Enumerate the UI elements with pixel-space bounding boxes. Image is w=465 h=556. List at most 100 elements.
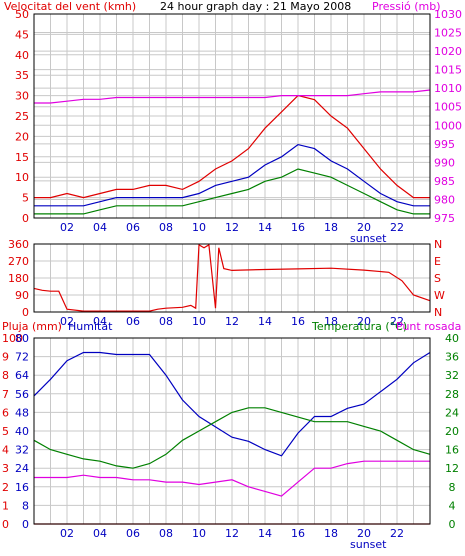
- x-tick-label: 20: [357, 527, 371, 540]
- left-tick-label: 30: [15, 90, 29, 103]
- x-tick-label: 04: [93, 527, 107, 540]
- rain-tick-label: 7: [2, 388, 9, 401]
- x-tick-label: 02: [60, 315, 74, 328]
- humidity-tick-label: 40: [15, 425, 29, 438]
- rain-tick-label: 8: [2, 369, 9, 382]
- right-tick-label: 995: [434, 138, 455, 151]
- left-tick-label: 25: [15, 110, 29, 123]
- left-tick-label: 0: [22, 212, 29, 225]
- x-tick-label: 12: [225, 221, 239, 234]
- x-tick-label: 20: [357, 315, 371, 328]
- humidity-tick-label: 8: [22, 499, 29, 512]
- plot-frame: [33, 337, 431, 525]
- x-tick-label: 22: [390, 315, 404, 328]
- temperature-tick-label: 28: [445, 388, 459, 401]
- left-tick-label: 35: [15, 69, 29, 82]
- rain-humidity-temp-panel: Pluja (mm) Humitat Temperatura (°C) Punt…: [2, 320, 461, 551]
- x-tick-label: 04: [93, 315, 107, 328]
- rain-tick-label: 5: [2, 425, 9, 438]
- x-tick-label: 12: [225, 527, 239, 540]
- right-tick-label: 980: [434, 193, 455, 206]
- direction-degree-label: 180: [8, 272, 29, 285]
- compass-label: N: [434, 306, 442, 319]
- compass-label: N: [434, 238, 442, 251]
- direction-degree-label: 360: [8, 238, 29, 251]
- left-tick-label: 40: [15, 49, 29, 62]
- left-tick-label: 15: [15, 151, 29, 164]
- x-tick-label: 22: [390, 527, 404, 540]
- rain-tick-label: 6: [2, 406, 9, 419]
- right-tick-label: 975: [434, 212, 455, 225]
- right-tick-label: 1025: [434, 27, 462, 40]
- x-tick-label: 08: [159, 221, 173, 234]
- temperature-tick-label: 8: [449, 481, 456, 494]
- x-tick-label: 08: [159, 315, 173, 328]
- rain-tick-label: 9: [2, 351, 9, 364]
- pressure-label: Pressió (mb): [372, 0, 441, 13]
- right-tick-label: 1005: [434, 101, 462, 114]
- wind-speed-label: Velocitat del vent (kmh): [4, 0, 136, 13]
- humidity-label: Humitat: [68, 320, 113, 333]
- series-temperature: [33, 407, 431, 469]
- x-tick-label: 14: [258, 315, 272, 328]
- compass-label: E: [434, 255, 441, 268]
- right-tick-label: 1030: [434, 8, 462, 21]
- x-tick-label: 12: [225, 315, 239, 328]
- sunset-label: sunset: [350, 538, 387, 551]
- x-tick-label: 18: [324, 527, 338, 540]
- temperature-label: Temperatura (°C): [311, 320, 407, 333]
- series-pressure: [34, 89, 431, 104]
- x-tick-label: 18: [324, 221, 338, 234]
- x-tick-label: 08: [159, 527, 173, 540]
- dewpoint-label: Punt rosada: [396, 320, 461, 333]
- x-tick-label: 04: [93, 221, 107, 234]
- humidity-tick-label: 80: [15, 332, 29, 345]
- temperature-tick-label: 36: [445, 351, 459, 364]
- compass-label: W: [434, 289, 445, 302]
- direction-degree-label: 0: [22, 306, 29, 319]
- series-direction: [33, 243, 431, 312]
- humidity-tick-label: 72: [15, 351, 29, 364]
- temperature-tick-label: 20: [445, 425, 459, 438]
- rain-label: Pluja (mm): [2, 320, 62, 333]
- wind-pressure-panel: Velocitat del vent (kmh) 24 hour graph d…: [4, 0, 462, 245]
- series-dewpoint: [34, 460, 430, 497]
- x-tick-label: 06: [126, 221, 140, 234]
- x-tick-label: 16: [291, 221, 305, 234]
- humidity-tick-label: 0: [22, 518, 29, 531]
- rain-tick-label: 4: [2, 444, 9, 457]
- rain-tick-label: 2: [2, 481, 9, 494]
- temperature-tick-label: 32: [445, 369, 459, 382]
- humidity-tick-label: 24: [15, 462, 29, 475]
- x-tick-label: 06: [126, 527, 140, 540]
- temperature-tick-label: 24: [445, 406, 459, 419]
- x-tick-label: 18: [324, 315, 338, 328]
- left-tick-label: 20: [15, 130, 29, 143]
- x-tick-label: 16: [291, 527, 305, 540]
- plot-frame: [33, 13, 431, 219]
- temperature-tick-label: 12: [445, 462, 459, 475]
- left-tick-label: 5: [22, 192, 29, 205]
- humidity-tick-label: 32: [15, 444, 29, 457]
- rain-tick-label: 1: [2, 499, 9, 512]
- series-humidity: [33, 351, 431, 457]
- temperature-tick-label: 16: [445, 444, 459, 457]
- humidity-tick-label: 48: [15, 406, 29, 419]
- compass-label: S: [434, 272, 441, 285]
- right-tick-label: 990: [434, 156, 455, 169]
- temperature-tick-label: 40: [445, 332, 459, 345]
- temperature-tick-label: 4: [449, 499, 456, 512]
- right-tick-label: 1010: [434, 82, 462, 95]
- rain-tick-label: 3: [2, 462, 9, 475]
- right-tick-label: 1000: [434, 119, 462, 132]
- right-tick-label: 1015: [434, 64, 462, 77]
- x-tick-label: 06: [126, 315, 140, 328]
- x-tick-label: 10: [192, 315, 206, 328]
- left-tick-label: 45: [15, 28, 29, 41]
- x-tick-label: 14: [258, 527, 272, 540]
- x-tick-label: 10: [192, 221, 206, 234]
- graph-title: 24 hour graph day : 21 Mayo 2008: [160, 0, 351, 13]
